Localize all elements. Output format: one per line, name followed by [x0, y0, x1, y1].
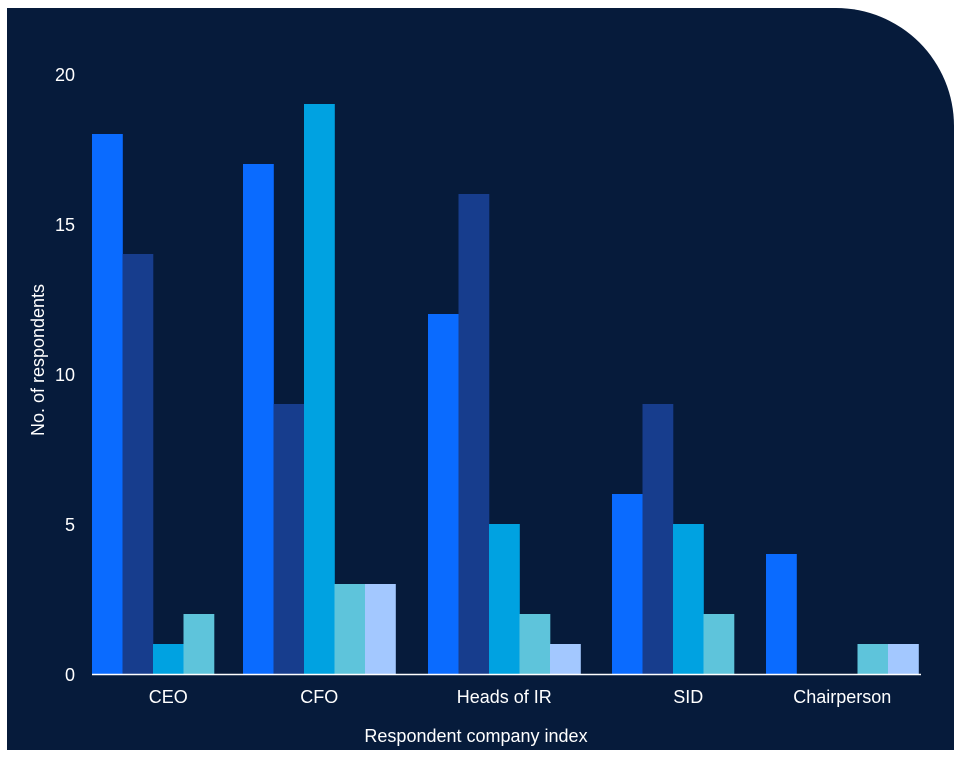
- x-axis-ticks: CEO CFO Heads of IR SID Chairperson: [149, 687, 892, 707]
- bar-heads-of-ir-series-2: [458, 194, 490, 674]
- x-tick-label: Chairperson: [793, 687, 891, 707]
- y-tick-label: 5: [65, 515, 75, 535]
- bar-ceo-series-2: [122, 254, 154, 674]
- bar-heads-of-ir-series-5: [550, 644, 581, 674]
- y-axis-title: No. of respondents: [28, 284, 48, 436]
- y-axis-ticks: 0 5 10 15 20: [55, 65, 75, 685]
- bar-cfo-series-4: [334, 584, 366, 674]
- bar-chairperson-series-4: [857, 644, 889, 674]
- bar-cfo-series-2: [273, 404, 305, 674]
- y-tick-label: 15: [55, 215, 75, 235]
- bar-ceo-series-1: [92, 134, 123, 674]
- bar-cfo-series-5: [365, 584, 396, 674]
- bar-chairperson-series-1: [766, 554, 797, 674]
- bar-heads-of-ir-series-1: [428, 314, 459, 674]
- bar-ceo-series-4: [183, 614, 215, 674]
- x-tick-label: CFO: [300, 687, 338, 707]
- x-axis-title: Respondent company index: [364, 726, 587, 746]
- bar-sid-series-4: [703, 614, 735, 674]
- y-tick-label: 20: [55, 65, 75, 85]
- y-tick-label: 10: [55, 365, 75, 385]
- bar-heads-of-ir-series-4: [519, 614, 551, 674]
- x-tick-label: SID: [673, 687, 703, 707]
- bars-group: [92, 104, 919, 674]
- bar-cfo-series-3: [304, 104, 335, 674]
- bar-cfo-series-1: [243, 164, 274, 674]
- bar-sid-series-1: [612, 494, 643, 674]
- bar-sid-series-3: [673, 524, 704, 674]
- bar-heads-of-ir-series-3: [489, 524, 520, 674]
- x-tick-label: CEO: [149, 687, 188, 707]
- bar-chairperson-series-5: [888, 644, 919, 674]
- bar-sid-series-2: [642, 404, 674, 674]
- x-tick-label: Heads of IR: [457, 687, 552, 707]
- y-tick-label: 0: [65, 665, 75, 685]
- bar-ceo-series-3: [153, 644, 184, 674]
